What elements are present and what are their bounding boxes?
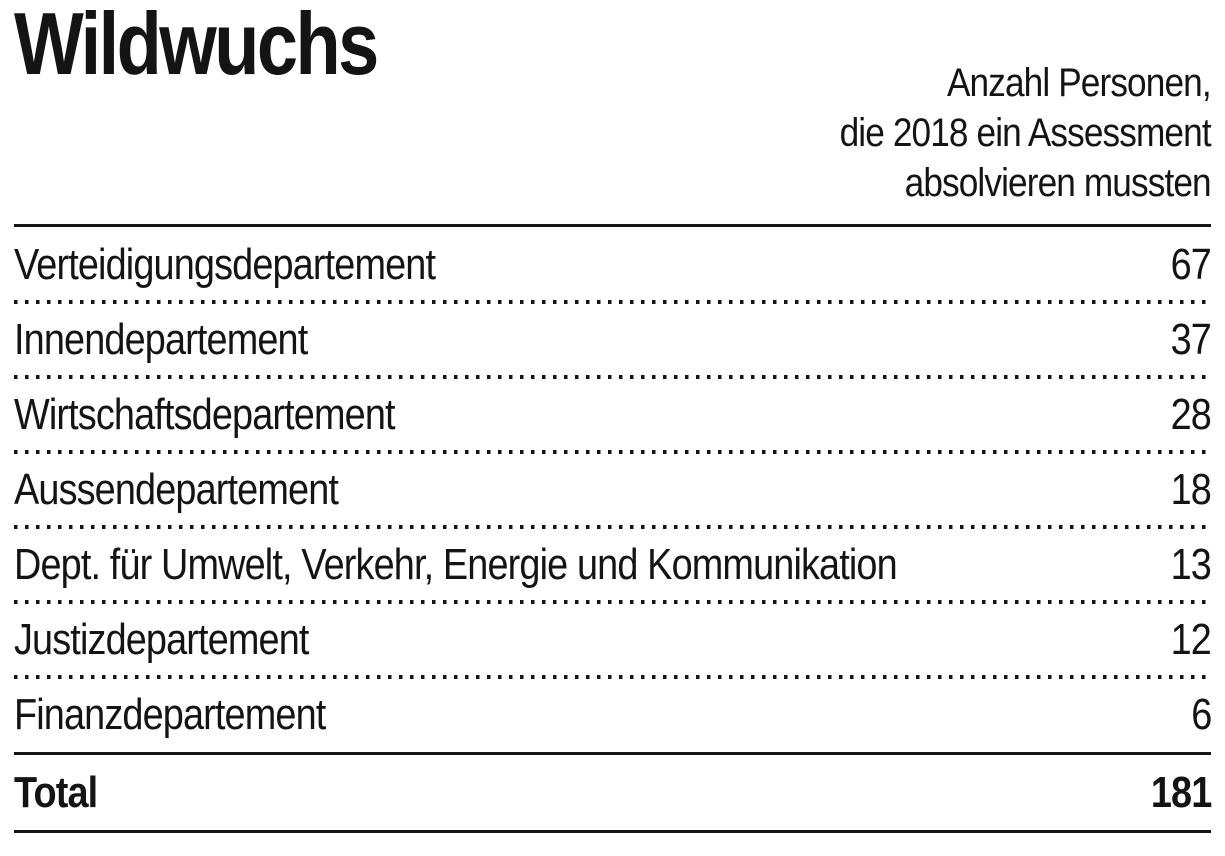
- table-row: Aussendepartement 18: [14, 452, 1212, 529]
- header: Wildwuchs Anzahl Personen, die 2018 ein …: [14, 0, 1212, 224]
- table-note: Anzahl Personen, die 2018 ein Assessment…: [839, 0, 1212, 208]
- table-row: Wirtschaftsdepartement 28: [14, 377, 1212, 454]
- page-title: Wildwuchs: [14, 0, 379, 93]
- total-row: Total 181: [14, 752, 1212, 833]
- total-value: 181: [1150, 767, 1211, 817]
- table-row: Justizdepartement 12: [14, 602, 1212, 679]
- row-label: Innendepartement: [14, 314, 308, 364]
- table-note-line: absolvieren mussten: [904, 161, 1212, 205]
- table-row: Dept. für Umwelt, Verkehr, Energie und K…: [14, 527, 1212, 604]
- table-note-line: Anzahl Personen,: [947, 61, 1212, 105]
- row-value: 6: [1190, 689, 1212, 739]
- data-table: Verteidigungsdepartement 67 Innendeparte…: [14, 224, 1212, 833]
- table-row: Verteidigungsdepartement 67: [14, 227, 1212, 304]
- row-label: Verteidigungsdepartement: [14, 239, 436, 289]
- row-label: Wirtschaftsdepartement: [14, 389, 396, 439]
- row-label: Aussendepartement: [14, 464, 339, 514]
- row-value: 13: [1170, 539, 1212, 589]
- row-value: 37: [1170, 314, 1212, 364]
- row-value: 67: [1170, 239, 1212, 289]
- row-label: Justizdepartement: [14, 614, 309, 664]
- row-value: 28: [1170, 389, 1212, 439]
- table-note-line: die 2018 ein Assessment: [839, 111, 1212, 155]
- total-label: Total: [14, 767, 98, 817]
- row-value: 12: [1170, 614, 1212, 664]
- row-value: 18: [1170, 464, 1212, 514]
- row-label: Finanzdepartement: [14, 689, 326, 739]
- table-row: Innendepartement 37: [14, 302, 1212, 379]
- table-row: Finanzdepartement 6: [14, 677, 1212, 752]
- row-label: Dept. für Umwelt, Verkehr, Energie und K…: [14, 539, 898, 589]
